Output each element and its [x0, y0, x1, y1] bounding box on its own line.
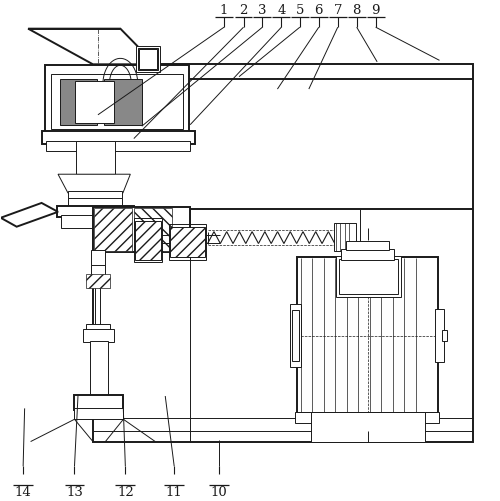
Bar	[295, 412, 440, 423]
Text: 1: 1	[220, 5, 228, 17]
Text: 11: 11	[166, 485, 182, 498]
Bar	[93, 65, 473, 442]
Bar	[86, 325, 110, 332]
Bar	[93, 207, 190, 253]
Bar	[44, 66, 189, 139]
Bar	[134, 218, 162, 263]
Bar	[42, 132, 195, 144]
Text: 8: 8	[352, 5, 361, 17]
Bar	[68, 192, 122, 199]
Bar	[339, 260, 398, 295]
Bar	[92, 250, 106, 268]
Bar	[56, 206, 134, 217]
Bar	[50, 75, 182, 129]
Bar	[336, 257, 400, 298]
Bar	[341, 249, 394, 261]
Bar	[169, 225, 206, 261]
Bar	[442, 330, 448, 341]
Bar	[138, 50, 158, 71]
Bar	[292, 310, 299, 362]
Bar	[104, 80, 142, 125]
Bar	[76, 141, 116, 175]
Bar	[74, 409, 124, 419]
Bar	[60, 80, 97, 125]
Bar	[83, 330, 114, 342]
Bar	[136, 222, 161, 261]
Text: 12: 12	[117, 485, 134, 498]
Text: 13: 13	[66, 485, 83, 498]
Text: 9: 9	[372, 5, 380, 17]
Polygon shape	[0, 203, 58, 227]
Bar	[311, 412, 424, 442]
Bar	[90, 341, 108, 396]
Text: 6: 6	[314, 5, 323, 17]
Bar	[76, 82, 114, 123]
Text: 5: 5	[296, 5, 304, 17]
Bar	[334, 223, 356, 252]
Bar	[74, 395, 124, 410]
Text: 14: 14	[15, 485, 32, 498]
Bar	[134, 208, 172, 252]
Bar	[88, 395, 109, 397]
Text: 2: 2	[240, 5, 248, 17]
Bar	[298, 258, 438, 413]
Text: 10: 10	[210, 485, 228, 498]
Bar	[60, 216, 130, 228]
Bar	[290, 304, 301, 368]
Bar	[140, 50, 158, 70]
Bar	[68, 198, 122, 208]
Polygon shape	[28, 30, 156, 65]
Polygon shape	[58, 175, 130, 194]
Text: 7: 7	[334, 5, 342, 17]
Text: 3: 3	[258, 5, 266, 17]
Bar	[136, 47, 160, 73]
Bar	[86, 275, 110, 289]
Bar	[46, 142, 190, 152]
Bar	[436, 309, 444, 363]
Bar	[94, 208, 132, 252]
Text: 4: 4	[277, 5, 285, 17]
Bar	[92, 266, 106, 278]
Bar	[346, 241, 389, 250]
Bar	[170, 227, 205, 258]
